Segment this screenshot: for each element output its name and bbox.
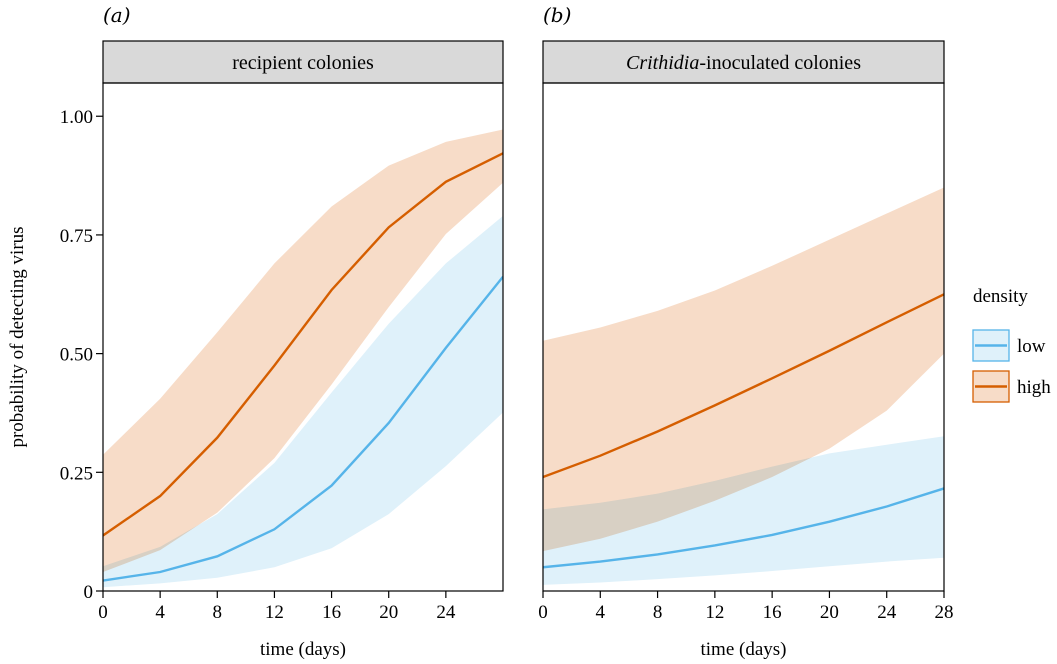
ribbon-high [543, 187, 944, 552]
x-tick-label: 28 [935, 602, 954, 623]
x-tick-label: 0 [538, 602, 548, 623]
legend-label-low: low [1017, 336, 1046, 357]
legend-title: density [973, 286, 1028, 307]
x-axis-title: time (days) [700, 639, 786, 660]
y-tick-label: 0 [84, 582, 94, 603]
x-tick-label: 16 [763, 602, 782, 623]
legend-label-high: high [1017, 377, 1051, 398]
ribbon-low [543, 436, 944, 585]
x-tick-label: 0 [98, 602, 108, 623]
x-tick-label: 24 [436, 602, 456, 623]
x-tick-label: 12 [265, 602, 284, 623]
series-line-low [103, 275, 503, 582]
x-tick-label: 8 [213, 602, 223, 623]
x-tick-label: 4 [596, 602, 606, 623]
facet-strip-label: Crithidia-inoculated colonies [626, 52, 861, 74]
strip-plain-part: recipient colonies [232, 52, 374, 74]
facet-strip [542, 40, 945, 84]
x-axis-title: time (days) [260, 639, 346, 660]
legend-item-high: high [972, 370, 1051, 403]
panel-border [542, 82, 945, 592]
x-tick-label: 16 [322, 602, 341, 623]
panel-label: (b) [543, 3, 571, 27]
x-tick-label: 8 [653, 602, 663, 623]
facet-strip [102, 40, 504, 84]
y-tick-label: 0.75 [60, 226, 93, 247]
x-tick-label: 4 [155, 602, 165, 623]
strip-plain-part: -inoculated colonies [699, 52, 861, 74]
y-tick-label: 0.50 [60, 345, 93, 366]
facet-strip-label: recipient colonies [232, 52, 374, 74]
legend-item-low: low [972, 329, 1046, 362]
x-tick-label: 20 [379, 602, 398, 623]
ribbon-low [103, 215, 503, 588]
plot-area [103, 129, 503, 588]
series-line-high [103, 152, 503, 537]
panel-border [102, 82, 504, 592]
x-tick-label: 20 [820, 602, 839, 623]
panel-2: (b) Crithidia-inoculated colonies 0 4 8 12 16 2… [538, 3, 953, 660]
panel-label: (a) [103, 3, 131, 27]
y-tick-label: 0.25 [60, 463, 93, 484]
series-line-low [543, 487, 944, 569]
ribbon-high [103, 129, 503, 573]
legend-items: low high [972, 329, 1051, 403]
y-tick-label: 1.00 [60, 107, 93, 128]
strip-italic-part: Crithidia [626, 52, 699, 74]
y-axis-title: probability of detecting virus [7, 226, 28, 447]
x-tick-label: 12 [705, 602, 724, 623]
legend: density low high [972, 286, 1051, 403]
plot-area [543, 187, 944, 585]
panel-1: (a) recipient colonies 0 4 8 12 16 20 24 0 0.25 0.5… [60, 3, 504, 660]
series-line-high [543, 293, 944, 479]
x-tick-label: 24 [877, 602, 897, 623]
chart-panels: (a) recipient colonies 0 4 8 12 16 20 24 0 0.25 0.5… [60, 3, 954, 660]
